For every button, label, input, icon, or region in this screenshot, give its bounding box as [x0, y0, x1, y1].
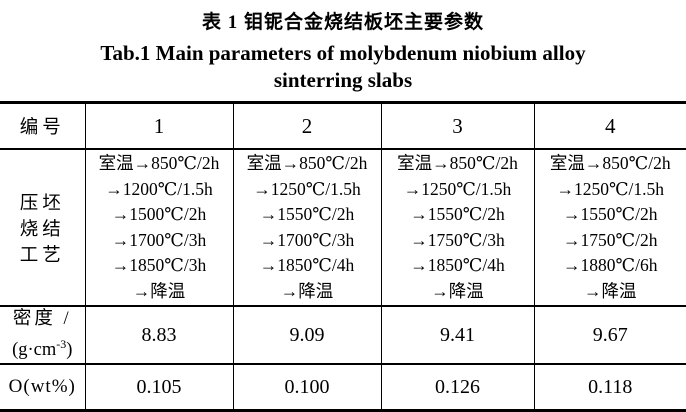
process-step: 室温→850℃/2h — [234, 151, 381, 177]
process-step: →1850℃/4h — [382, 253, 534, 279]
process-step: →1850℃/4h — [234, 253, 381, 279]
oxygen-value-1: 0.105 — [85, 364, 233, 411]
density-value-1: 8.83 — [85, 306, 233, 364]
process-step: →1750℃/2h — [535, 228, 686, 254]
column-header-2: 2 — [233, 103, 381, 150]
density-label-text: 密度 / — [0, 307, 85, 332]
process-cell-3: 室温→850℃/2h →1250℃/1.5h →1550℃/2h →1750℃/… — [381, 149, 534, 306]
column-header-4: 4 — [534, 103, 686, 150]
process-step: →1700℃/3h — [234, 228, 381, 254]
density-unit: (g·cm-3) — [0, 332, 85, 363]
process-step: →1200℃/1.5h — [86, 177, 233, 203]
process-step: 室温→850℃/2h — [382, 151, 534, 177]
oxygen-row: O(wt%) 0.105 0.100 0.126 0.118 — [0, 364, 686, 411]
process-step: →降温 — [234, 279, 381, 305]
process-step: →1700℃/3h — [86, 228, 233, 254]
density-unit-exponent: -3 — [56, 337, 66, 351]
process-row-label-line3: 工艺 — [0, 241, 85, 267]
process-step: →1550℃/2h — [535, 202, 686, 228]
process-row-label-line1: 压坯 — [0, 189, 85, 215]
process-step: →1550℃/2h — [382, 202, 534, 228]
oxygen-value-3: 0.126 — [381, 364, 534, 411]
process-step: →1550℃/2h — [234, 202, 381, 228]
process-step: →降温 — [535, 279, 686, 305]
column-header-1: 1 — [85, 103, 233, 150]
process-step: 室温→850℃/2h — [535, 151, 686, 177]
process-step: 室温→850℃/2h — [86, 151, 233, 177]
process-step: →1250℃/1.5h — [535, 177, 686, 203]
table-caption-en: Tab.1 Main parameters of molybdenum niob… — [0, 40, 686, 94]
process-step: →1850℃/3h — [86, 253, 233, 279]
process-cell-1: 室温→850℃/2h →1200℃/1.5h →1500℃/2h →1700℃/… — [85, 149, 233, 306]
table-caption-en-line1: Tab.1 Main parameters of molybdenum niob… — [0, 40, 686, 67]
oxygen-value-2: 0.100 — [233, 364, 381, 411]
process-step: →1250℃/1.5h — [382, 177, 534, 203]
parameters-table: 编号 1 2 3 4 压坯 烧结 工艺 室温→850℃/2h →1200℃/1.… — [0, 101, 686, 412]
oxygen-row-label: O(wt%) — [0, 364, 85, 411]
process-step: →降温 — [382, 279, 534, 305]
process-cell-4: 室温→850℃/2h →1250℃/1.5h →1550℃/2h →1750℃/… — [534, 149, 686, 306]
density-value-3: 9.41 — [381, 306, 534, 364]
oxygen-value-4: 0.118 — [534, 364, 686, 411]
process-step: →降温 — [86, 279, 233, 305]
process-row: 压坯 烧结 工艺 室温→850℃/2h →1200℃/1.5h →1500℃/2… — [0, 149, 686, 306]
process-cell-2: 室温→850℃/2h →1250℃/1.5h →1550℃/2h →1700℃/… — [233, 149, 381, 306]
header-row: 编号 1 2 3 4 — [0, 103, 686, 150]
density-value-2: 9.09 — [233, 306, 381, 364]
process-row-label-line2: 烧结 — [0, 215, 85, 241]
table-caption-en-line2: sinterring slabs — [0, 67, 686, 94]
density-value-4: 9.67 — [534, 306, 686, 364]
density-row-label: 密度 / (g·cm-3) — [0, 306, 85, 364]
process-step: →1750℃/3h — [382, 228, 534, 254]
process-step: →1500℃/2h — [86, 202, 233, 228]
density-row: 密度 / (g·cm-3) 8.83 9.09 9.41 9.67 — [0, 306, 686, 364]
header-label-id: 编号 — [0, 103, 85, 150]
process-row-label: 压坯 烧结 工艺 — [0, 149, 85, 306]
column-header-3: 3 — [381, 103, 534, 150]
table-caption-zh: 表 1 钼铌合金烧结板坯主要参数 — [0, 7, 686, 34]
process-step: →1250℃/1.5h — [234, 177, 381, 203]
process-step: →1880℃/6h — [535, 253, 686, 279]
